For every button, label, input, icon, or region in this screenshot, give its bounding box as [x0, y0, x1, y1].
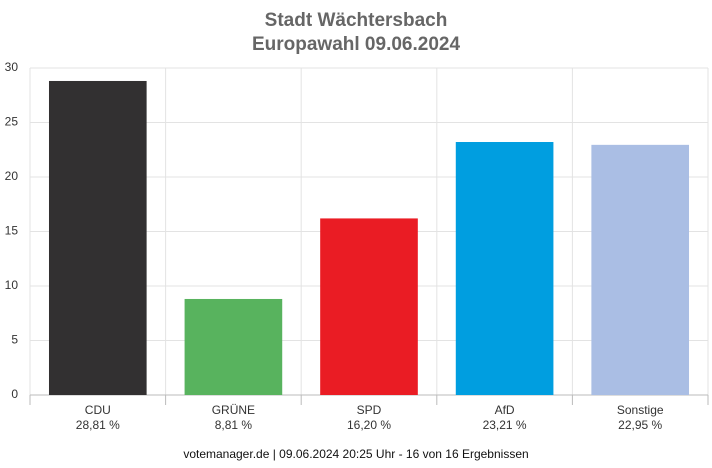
y-tick-label: 25	[5, 115, 19, 129]
bar	[320, 218, 418, 395]
bar	[455, 142, 554, 395]
x-tick-label: CDU	[85, 403, 111, 417]
chart-title: Stadt Wächtersbach	[265, 10, 448, 31]
footer: votemanager.de | 09.06.2024 20:25 Uhr - …	[183, 447, 528, 461]
value-label: 8,81 %	[215, 418, 253, 432]
bar	[591, 144, 690, 395]
x-tick-label: AfD	[495, 403, 515, 417]
value-label: 23,21 %	[483, 418, 527, 432]
value-label: 22,95 %	[618, 418, 662, 432]
value-label: 16,20 %	[347, 418, 391, 432]
bar	[48, 80, 147, 395]
y-tick-label: 0	[11, 387, 18, 401]
value-label: 28,81 %	[76, 418, 120, 432]
y-tick-label: 15	[5, 224, 19, 238]
y-tick-label: 10	[5, 278, 19, 292]
x-tick-label: SPD	[357, 403, 382, 417]
y-tick-label: 5	[11, 333, 18, 347]
x-tick-label: GRÜNE	[212, 403, 255, 417]
x-tick-label: Sonstige	[617, 403, 664, 417]
y-tick-label: 20	[5, 169, 19, 183]
bar	[184, 298, 283, 395]
y-tick-label: 30	[5, 60, 19, 74]
chart-subtitle: Europawahl 09.06.2024	[252, 34, 460, 55]
